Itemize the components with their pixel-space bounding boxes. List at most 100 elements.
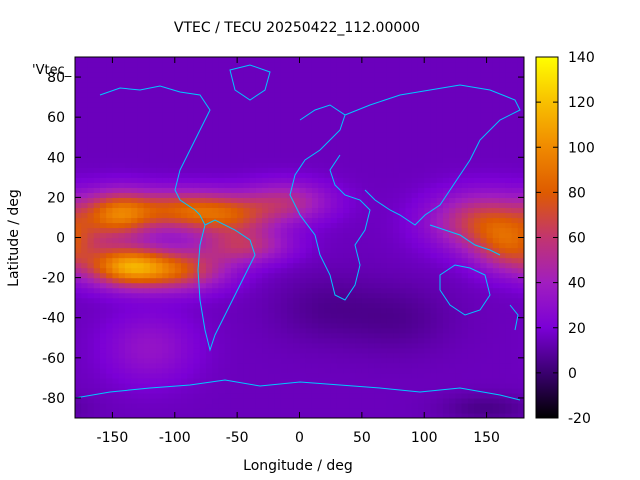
heatmap-cell <box>442 222 450 229</box>
heatmap-cell <box>330 302 338 309</box>
heatmap-cell <box>305 92 313 98</box>
heatmap-cell <box>474 392 481 399</box>
heatmap-cell <box>143 182 151 188</box>
heatmap-cell <box>436 137 444 143</box>
heatmap-cell <box>474 92 481 98</box>
heatmap-cell <box>311 202 319 209</box>
heatmap-cell <box>174 142 182 148</box>
heatmap-cell <box>274 222 282 229</box>
heatmap-cell <box>499 377 506 384</box>
heatmap-cell <box>343 272 350 279</box>
heatmap-cell <box>380 302 388 309</box>
heatmap-cell <box>181 82 188 88</box>
heatmap-cell <box>262 117 269 123</box>
heatmap-cell <box>137 367 145 374</box>
heatmap-cell <box>374 242 382 249</box>
heatmap-cell <box>343 312 350 319</box>
heatmap-cell <box>399 252 407 259</box>
heatmap-cell <box>156 87 163 93</box>
heatmap-cell <box>318 322 326 329</box>
heatmap-cell <box>162 342 170 349</box>
heatmap-cell <box>143 292 151 299</box>
heatmap-cell <box>355 132 363 138</box>
heatmap-cell <box>374 207 382 214</box>
heatmap-cell <box>442 362 450 369</box>
heatmap-cell <box>181 107 188 113</box>
heatmap-cell <box>411 157 419 163</box>
heatmap-cell <box>417 67 425 73</box>
heatmap-cell <box>262 72 269 78</box>
heatmap-cell <box>449 177 457 183</box>
heatmap-cell <box>118 122 126 128</box>
heatmap-cell <box>405 72 413 78</box>
heatmap-cell <box>355 282 363 289</box>
heatmap-cell <box>174 132 182 138</box>
heatmap-cell <box>293 97 301 103</box>
heatmap-cell <box>237 322 244 329</box>
heatmap-cell <box>461 297 469 304</box>
heatmap-cell <box>99 157 107 163</box>
heatmap-cell <box>467 182 475 188</box>
heatmap-cell <box>287 57 294 63</box>
heatmap-cell <box>505 392 513 399</box>
heatmap-cell <box>399 377 407 384</box>
heatmap-cell <box>255 177 263 183</box>
heatmap-cell <box>449 77 457 83</box>
heatmap-cell <box>174 137 182 143</box>
heatmap-cell <box>343 242 350 249</box>
heatmap-cell <box>486 197 494 203</box>
heatmap-cell <box>380 367 388 374</box>
heatmap-cell <box>106 197 114 203</box>
heatmap-cell <box>311 77 319 83</box>
heatmap-cell <box>249 352 257 359</box>
heatmap-cell <box>212 377 220 384</box>
heatmap-cell <box>174 372 182 379</box>
heatmap-cell <box>249 62 257 68</box>
heatmap-cell <box>143 122 151 128</box>
heatmap-cell <box>299 152 307 158</box>
heatmap-cell <box>417 232 425 239</box>
heatmap-cell <box>336 277 344 284</box>
heatmap-cell <box>143 137 151 143</box>
heatmap-cell <box>274 237 282 244</box>
heatmap-cell <box>380 147 388 153</box>
heatmap-cell <box>467 112 475 118</box>
heatmap-cell <box>399 412 407 418</box>
heatmap-cell <box>112 127 120 133</box>
heatmap-cell <box>430 352 438 359</box>
heatmap-cell <box>330 347 338 354</box>
heatmap-cell <box>343 62 350 68</box>
heatmap-cell <box>430 127 438 133</box>
heatmap-cell <box>106 267 114 274</box>
heatmap-cell <box>274 102 282 108</box>
heatmap-cell <box>168 257 176 264</box>
heatmap-cell <box>162 312 170 319</box>
heatmap-cell <box>436 337 444 344</box>
heatmap-cell <box>455 332 463 339</box>
heatmap-cell <box>168 297 176 304</box>
heatmap-cell <box>330 222 338 229</box>
heatmap-cell <box>417 137 425 143</box>
heatmap-cell <box>205 217 213 224</box>
heatmap-cell <box>274 217 282 224</box>
heatmap-cell <box>181 172 188 178</box>
heatmap-cell <box>249 182 257 188</box>
heatmap-cell <box>274 172 282 178</box>
heatmap-cell <box>349 132 357 138</box>
heatmap-cell <box>417 342 425 349</box>
heatmap-cell <box>349 212 357 219</box>
heatmap-cell <box>93 262 101 269</box>
heatmap-cell <box>461 87 469 93</box>
heatmap-cell <box>205 172 213 178</box>
heatmap-cell <box>199 232 207 239</box>
heatmap-cell <box>405 257 413 264</box>
heatmap-cell <box>174 92 182 98</box>
heatmap-cell <box>311 217 319 224</box>
heatmap-cell <box>311 192 319 198</box>
heatmap-cell <box>181 197 188 203</box>
heatmap-cell <box>156 367 163 374</box>
heatmap-cell <box>380 347 388 354</box>
heatmap-cell <box>268 322 276 329</box>
heatmap-cell <box>262 372 269 379</box>
heatmap-cell <box>224 117 232 123</box>
